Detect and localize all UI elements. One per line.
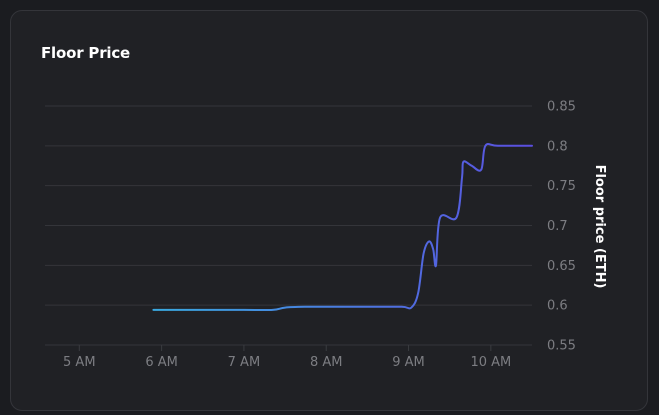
y-tick-label: 0.85 bbox=[547, 100, 576, 115]
y-tick-label: 0.65 bbox=[547, 259, 576, 274]
x-tick-label: 9 AM bbox=[392, 355, 425, 370]
y-tick-label: 0.8 bbox=[547, 139, 568, 154]
y-tick-label: 0.75 bbox=[547, 179, 576, 194]
y-tick-label: 0.55 bbox=[547, 339, 576, 354]
x-tick-label: 8 AM bbox=[310, 355, 343, 370]
x-axis: 5 AM 6 AM 7 AM 8 AM 9 AM 10 AM bbox=[63, 345, 511, 370]
y-tick-label: 0.6 bbox=[547, 299, 568, 314]
floor-price-card bbox=[10, 10, 648, 411]
series-line[interactable] bbox=[152, 143, 533, 312]
series-layer bbox=[152, 143, 533, 312]
y-tick-label: 0.7 bbox=[547, 219, 568, 234]
y-axis: 0.55 0.6 0.65 0.7 0.75 0.8 0.85 bbox=[547, 100, 576, 354]
grid-lines bbox=[45, 105, 532, 346]
x-tick-label: 6 AM bbox=[145, 355, 178, 370]
x-tick-label: 10 AM bbox=[470, 355, 511, 370]
y-axis-title: Floor price (ETH) bbox=[592, 165, 607, 289]
x-tick-label: 5 AM bbox=[63, 355, 96, 370]
card-title: Floor Price bbox=[41, 44, 131, 62]
x-tick-label: 7 AM bbox=[228, 355, 261, 370]
